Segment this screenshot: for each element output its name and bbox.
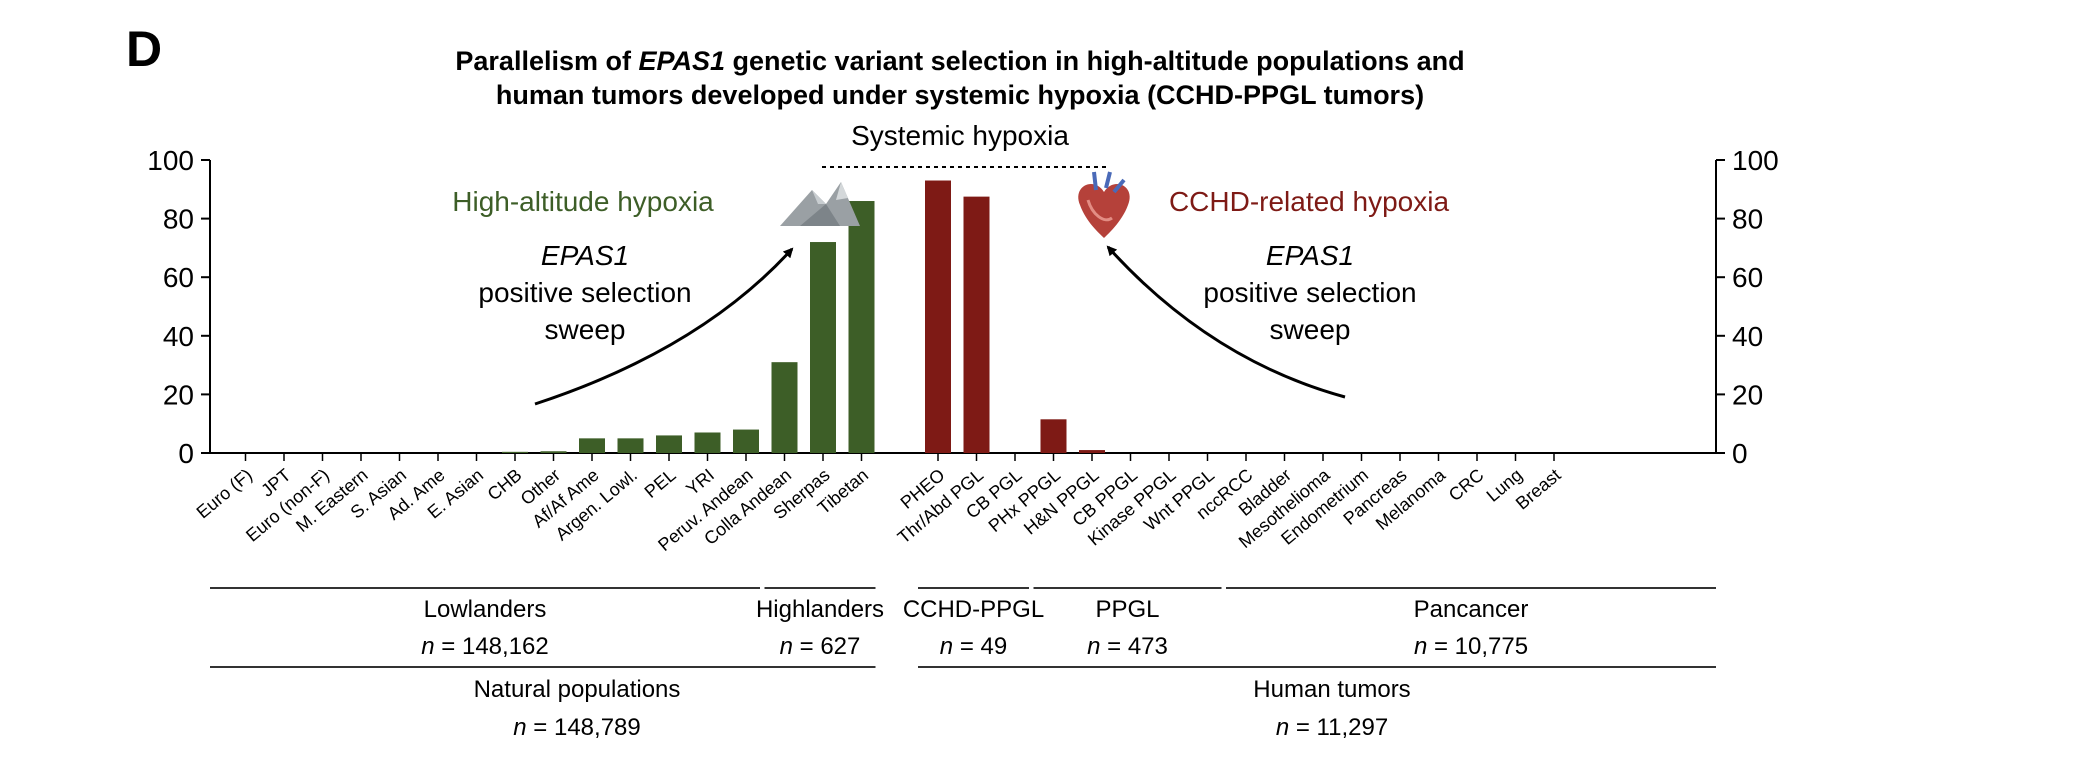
group-name: Highlanders [756, 596, 884, 623]
supergroup-name: Natural populations [474, 676, 681, 703]
panel-letter: D [126, 21, 162, 77]
svg-text:sweep: sweep [1270, 314, 1351, 345]
systemic-hypoxia-label: Systemic hypoxia [851, 120, 1069, 151]
bar [1040, 419, 1067, 453]
group-name: PPGL [1095, 596, 1159, 623]
bar [771, 362, 798, 453]
bar [1079, 450, 1105, 453]
bars [502, 180, 1105, 453]
bar [617, 438, 644, 453]
y-tick-label-right: 100 [1732, 145, 1779, 176]
group-name: Pancancer [1414, 596, 1529, 623]
y-tick-label-left: 80 [163, 204, 194, 235]
x-tick-label: CHB [484, 465, 526, 505]
left-sweep-text: EPAS1 positive selection sweep [478, 240, 691, 345]
y-tick-label-left: 60 [163, 262, 194, 293]
supergroup-n: n = 148,789 [513, 714, 640, 741]
group-n: n = 148,162 [421, 633, 548, 660]
svg-text:sweep: sweep [545, 314, 626, 345]
bar [656, 435, 682, 453]
mountain-icon [780, 182, 860, 226]
x-tick-label: Breast [1512, 465, 1565, 514]
bar [963, 196, 990, 453]
y-tick-label-right: 60 [1732, 262, 1763, 293]
svg-text:EPAS1: EPAS1 [541, 240, 629, 271]
cchd-hypoxia-label: CCHD-related hypoxia [1169, 186, 1450, 217]
chart-title-line1: Parallelism of EPAS1 genetic variant sel… [455, 46, 1464, 76]
y-tick-label-right: 0 [1732, 438, 1748, 469]
y-tick-label-left: 0 [178, 438, 194, 469]
high-altitude-label: High-altitude hypoxia [452, 186, 714, 217]
x-tick-label: CRC [1445, 465, 1488, 505]
bar [540, 451, 567, 453]
y-tick-label-right: 20 [1732, 379, 1763, 410]
svg-text:positive selection: positive selection [1203, 277, 1416, 308]
group-n: n = 49 [940, 633, 1007, 660]
bar [502, 451, 528, 453]
y-tick-label-right: 80 [1732, 204, 1763, 235]
x-tick-label: PEL [641, 465, 680, 502]
right-sweep-arrow [1106, 245, 1346, 399]
group-brackets: Lowlanders n = 148,162 Highlanders n = 627 C… [210, 587, 1716, 741]
y-tick-label-left: 40 [163, 321, 194, 352]
svg-text:EPAS1: EPAS1 [1266, 240, 1354, 271]
right-sweep-text: EPAS1 positive selection sweep [1203, 240, 1416, 345]
bar [733, 429, 759, 453]
group-n: n = 10,775 [1414, 633, 1528, 660]
bar [925, 180, 951, 453]
svg-text:positive selection: positive selection [478, 277, 691, 308]
group-n: n = 627 [780, 633, 861, 660]
axes: 0 0 20 20 40 40 60 60 80 80 100 100 [147, 145, 1778, 469]
left-sweep-arrow [534, 247, 794, 406]
supergroup-n: n = 11,297 [1276, 714, 1388, 741]
y-tick-label-right: 40 [1732, 321, 1763, 352]
group-name: CCHD-PPGL [903, 596, 1044, 623]
group-name: Lowlanders [424, 596, 547, 623]
supergroup-name: Human tumors [1253, 676, 1410, 703]
x-tick-label: Euro (F) [193, 465, 256, 523]
bar [579, 438, 605, 453]
y-tick-label-left: 100 [147, 145, 194, 176]
bar [810, 242, 836, 453]
heart-icon [1078, 171, 1130, 238]
group-n: n = 473 [1087, 633, 1168, 660]
y-tick-label-left: 20 [163, 379, 194, 410]
bar [694, 432, 721, 453]
chart-title-line2: human tumors developed under systemic hy… [496, 80, 1424, 110]
bar [848, 201, 875, 453]
